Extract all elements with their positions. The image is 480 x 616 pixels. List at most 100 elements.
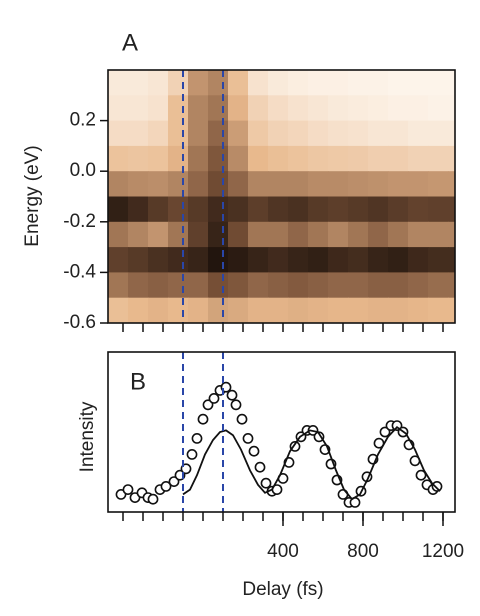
heatmap-cell <box>308 221 329 248</box>
heatmap-cell <box>348 95 369 122</box>
plot-frame <box>107 351 456 513</box>
heatmap-cell <box>108 196 129 223</box>
heatmap-cell <box>448 247 455 273</box>
heatmap-cell <box>308 247 329 273</box>
heatmap-cell <box>128 145 149 172</box>
heatmap-cell <box>128 221 149 248</box>
heatmap-cell <box>328 196 349 223</box>
heatmap-cell <box>168 247 189 273</box>
y-axis-label: Intensity <box>77 401 98 472</box>
heatmap-cell <box>108 221 129 248</box>
heatmap-cell <box>108 297 129 323</box>
heatmap-cell <box>288 247 309 273</box>
x-tick-label: 800 <box>347 541 379 562</box>
heatmap-cell <box>148 145 169 172</box>
heatmap-cell <box>188 297 209 323</box>
data-point <box>186 448 198 460</box>
heatmap-cell <box>408 145 429 172</box>
heatmap-cell <box>448 145 455 172</box>
heatmap-cell <box>148 247 169 273</box>
heatmap-cell <box>428 272 449 299</box>
heatmap-cell <box>248 95 269 122</box>
data-point <box>168 476 180 487</box>
y-tick-label: -0.6 <box>63 312 96 333</box>
heatmap-cell <box>308 272 329 299</box>
heatmap-cell <box>408 221 429 248</box>
heatmap-cell <box>388 171 409 198</box>
heatmap-cell <box>288 95 309 122</box>
heatmap-cell <box>248 272 269 299</box>
heatmap-cell <box>228 145 249 172</box>
heatmap-cell <box>288 171 309 198</box>
heatmap-cell <box>208 221 229 248</box>
heatmap-cell <box>368 297 389 323</box>
x-tick-label: 400 <box>267 541 299 562</box>
heatmap-cell <box>248 221 269 248</box>
heatmap-cell <box>428 221 449 248</box>
heatmap-cell <box>348 120 369 147</box>
heatmap-cell <box>348 247 369 273</box>
y-tick-label: -0.4 <box>63 261 96 282</box>
heatmap-cell <box>228 297 249 323</box>
heatmap-cell <box>248 297 269 323</box>
heatmap-cell <box>348 272 369 299</box>
heatmap-cell <box>328 247 349 273</box>
heatmap-cell <box>128 70 149 96</box>
heatmap-cell <box>148 297 169 323</box>
heatmap-cell <box>108 247 129 273</box>
heatmap-cell <box>268 272 289 299</box>
heatmap-cell <box>128 297 149 323</box>
heatmap-cell <box>148 120 169 147</box>
heatmap-cell <box>128 247 149 273</box>
heatmap-cell <box>408 272 429 299</box>
heatmap-cell <box>348 196 369 223</box>
heatmap-cell <box>288 70 309 96</box>
heatmap-cell <box>448 95 455 122</box>
y-tick-label: 0.2 <box>70 110 96 131</box>
heatmap-cell <box>188 247 209 273</box>
heatmap-cell <box>168 171 189 198</box>
heatmap-cell <box>208 70 229 96</box>
data-point <box>230 399 242 411</box>
heatmap-cell <box>268 120 289 147</box>
heatmap-cell <box>448 70 455 96</box>
heatmap-cell <box>388 70 409 96</box>
heatmap-cell <box>268 95 289 122</box>
heatmap-cell <box>208 297 229 323</box>
heatmap-cell <box>128 196 149 223</box>
heatmap-cell <box>388 95 409 122</box>
heatmap-cell <box>268 297 289 323</box>
heatmap-cell <box>208 247 229 273</box>
data-point <box>122 484 134 495</box>
heatmap-cell <box>328 297 349 323</box>
heatmap-cell <box>348 171 369 198</box>
heatmap-cell <box>128 272 149 299</box>
heatmap-cell <box>328 145 349 172</box>
heatmap-cell <box>448 120 455 147</box>
heatmap-cell <box>228 120 249 147</box>
heatmap-cell <box>208 145 229 172</box>
heatmap-cell <box>428 297 449 323</box>
heatmap-cell <box>288 297 309 323</box>
heatmap-cell <box>228 221 249 248</box>
heatmap-cell <box>388 247 409 273</box>
heatmap-cell <box>228 95 249 122</box>
heatmap-cell <box>268 221 289 248</box>
heatmap-cell <box>108 120 129 147</box>
heatmap-cell <box>408 297 429 323</box>
data-point <box>160 480 172 492</box>
heatmap-cell <box>368 145 389 172</box>
heatmap-cell <box>308 196 329 223</box>
data-point <box>260 477 272 489</box>
data-point <box>379 426 391 438</box>
heatmap-cell <box>328 70 349 96</box>
data-point <box>254 461 266 473</box>
heatmap-cell <box>128 95 149 122</box>
heatmap-cell <box>248 171 269 198</box>
heatmap-cell <box>428 145 449 172</box>
heatmap-cell <box>168 120 189 147</box>
heatmap-cell <box>428 171 449 198</box>
data-point <box>431 480 443 492</box>
heatmap-cell <box>328 171 349 198</box>
heatmap-cell <box>428 95 449 122</box>
